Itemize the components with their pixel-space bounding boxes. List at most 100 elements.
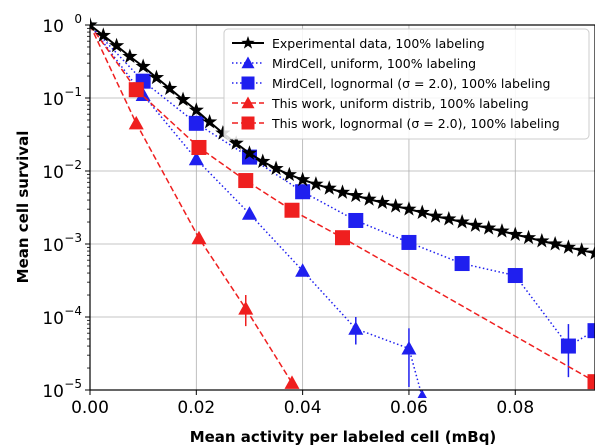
x-tick-label: 0.00 <box>71 398 109 418</box>
data-point <box>188 115 204 131</box>
data-point <box>467 217 483 232</box>
y-tick-exponent: 0 <box>74 12 82 26</box>
y-tick-base: 10 <box>42 236 64 256</box>
y-tick-label: 10 <box>42 382 64 402</box>
y-tick-base: 10 <box>42 163 64 183</box>
data-point <box>215 125 231 140</box>
data-point <box>188 151 204 166</box>
data-point <box>188 102 204 117</box>
data-point <box>241 56 255 69</box>
data-point <box>334 184 351 199</box>
data-point <box>241 145 258 160</box>
plot-frame <box>89 24 595 391</box>
x-tick-label: 0.06 <box>390 398 428 418</box>
legend-label: Experimental data, 100% labeling <box>272 36 485 51</box>
data-point <box>191 139 207 155</box>
data-point <box>587 323 595 339</box>
y-tick-base: 10 <box>42 382 64 402</box>
legend-label: This work, lognormal (σ = 2.0), 100% lab… <box>271 116 560 131</box>
data-point <box>374 194 390 209</box>
data-point <box>255 153 271 168</box>
data-point <box>175 91 191 107</box>
data-point <box>401 201 417 216</box>
data-point <box>414 204 430 219</box>
data-point <box>348 187 364 203</box>
y-tick-exponent: −2 <box>64 158 82 172</box>
data-point <box>560 338 576 354</box>
legend-entry: Experimental data, 100% labeling <box>232 36 485 51</box>
legend-box <box>223 28 590 140</box>
legend-label: MirdCell, lognormal (σ = 2.0), 100% labe… <box>272 76 550 91</box>
data-point <box>295 171 311 187</box>
data-point <box>268 160 284 176</box>
y-tick-label: 10 <box>42 309 64 329</box>
data-point <box>441 211 457 226</box>
series-2 <box>90 24 595 378</box>
data-point <box>560 239 577 254</box>
data-point <box>162 80 178 95</box>
data-point <box>587 245 595 260</box>
x-tick-label: 0.02 <box>177 398 215 418</box>
data-point <box>122 48 138 63</box>
x-axis-label: Mean activity per labeled cell (mBq) <box>190 428 497 445</box>
data-point <box>295 184 311 200</box>
data-point <box>238 301 254 315</box>
x-tick-label: 0.08 <box>496 398 534 418</box>
x-tick-label: 0.04 <box>284 398 322 418</box>
data-point <box>427 208 444 223</box>
data-point <box>587 374 595 390</box>
data-point <box>348 321 364 335</box>
y-tick-exponent: −5 <box>64 377 82 391</box>
y-tick-base: 10 <box>42 309 64 329</box>
data-point <box>308 176 324 191</box>
data-point <box>507 226 523 241</box>
data-point <box>128 82 144 98</box>
data-point <box>241 116 255 130</box>
data-point <box>108 37 125 53</box>
series-layer <box>90 17 595 398</box>
data-point <box>547 236 563 251</box>
data-point <box>95 27 111 42</box>
data-point <box>401 234 417 250</box>
data-point <box>534 232 550 248</box>
y-tick-exponent: −1 <box>64 85 82 99</box>
data-point <box>401 341 417 355</box>
data-point <box>481 220 497 235</box>
legend-entry: MirdCell, uniform, 100% labeling <box>232 56 476 71</box>
legend-label: This work, uniform distrib, 100% labelin… <box>271 96 529 111</box>
data-point <box>148 69 165 85</box>
data-point <box>417 389 427 398</box>
series-3 <box>90 24 300 389</box>
data-point <box>241 36 255 49</box>
data-point <box>494 223 510 238</box>
data-point <box>335 230 350 246</box>
data-point <box>281 166 297 182</box>
data-point <box>454 256 470 272</box>
data-point <box>191 230 207 245</box>
data-point <box>202 113 218 129</box>
legend: Experimental data, 100% labeling MirdCell… <box>223 28 590 140</box>
data-point <box>348 212 364 228</box>
data-point <box>388 198 404 213</box>
data-point <box>507 268 523 284</box>
data-point <box>284 375 300 389</box>
data-point <box>520 229 537 245</box>
legend-entry: This work, uniform distrib, 100% labelin… <box>232 96 529 111</box>
data-point <box>228 135 244 150</box>
data-point <box>295 263 311 277</box>
legend-entry: MirdCell, lognormal (σ = 2.0), 100% labe… <box>232 76 550 91</box>
data-point <box>321 180 337 195</box>
y-tick-base: 10 <box>42 90 64 110</box>
y-tick-base: 10 <box>42 17 64 37</box>
data-point <box>135 58 151 73</box>
data-point <box>361 191 377 206</box>
data-point <box>128 115 144 130</box>
data-point <box>574 242 590 257</box>
y-tick-label: 10 <box>42 90 64 110</box>
y-tick-label: 10 <box>42 17 64 37</box>
data-point <box>454 214 470 229</box>
legend-entry: This work, lognormal (σ = 2.0), 100% lab… <box>232 116 560 131</box>
y-axis-label: Mean cell survival <box>14 131 32 284</box>
